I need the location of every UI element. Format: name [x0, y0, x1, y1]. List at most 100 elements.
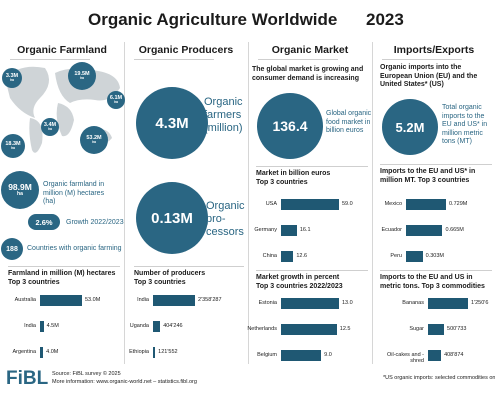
bar-value: 0.729M [449, 201, 468, 207]
title-year: 2023 [366, 10, 404, 29]
bar [40, 321, 44, 332]
column-separator [372, 42, 373, 364]
bar [428, 350, 442, 361]
section-rule [8, 266, 120, 267]
bar-label: Netherlands [247, 326, 277, 332]
circle-value: 6.1M [109, 94, 123, 101]
bar-value: 59.0 [342, 201, 353, 207]
bar [281, 199, 339, 210]
bar-label: China [262, 253, 277, 259]
section-rule [256, 166, 368, 167]
logo: FiBL [6, 368, 49, 389]
stat-text: Growth 2022/2023 [66, 219, 124, 226]
section-title: Market in billion euros [256, 170, 331, 177]
column-heading: Organic Producers [138, 44, 234, 56]
bar-label: Belgium [257, 352, 277, 358]
bar-value: 2'358'287 [198, 297, 222, 303]
big-circle: 136.4 [257, 93, 323, 159]
title: Organic Agriculture Worldwide [88, 10, 338, 29]
bar-label: Oil-cakes and -shred [387, 352, 424, 364]
column-heading: Organic Market [271, 44, 349, 56]
bar-value: 0.665M [445, 227, 464, 233]
bar-label: Estonia [258, 300, 277, 306]
section-title: Number of producers [134, 270, 206, 277]
bar [153, 321, 161, 332]
bar [153, 347, 156, 358]
bar-label: Australia [14, 297, 36, 303]
circle-unit: ha [80, 76, 84, 81]
bar-value: 13.0 [342, 300, 353, 306]
bar-label: Uganda [129, 323, 149, 329]
stat-circle: 188 [1, 238, 23, 260]
circle-unit: ha [48, 127, 52, 132]
bar [153, 295, 195, 306]
section-rule [134, 266, 244, 267]
stat-text: Global organic food market in billion eu… [326, 110, 372, 134]
intro-text: Organic imports into the European Union … [380, 64, 478, 88]
circle-value: 4.3M [155, 114, 189, 132]
column-heading: Organic Farmland [17, 44, 107, 56]
bar [281, 350, 322, 361]
section-rule [380, 270, 492, 271]
stat-circle: 98.9M ha [1, 171, 39, 209]
bar-value: 9.0 [324, 352, 332, 358]
bar-label: Germany [254, 227, 277, 233]
section-subtitle: Top 3 countries 2022/2023 [256, 282, 343, 290]
bar [406, 225, 443, 236]
stat-text: Countries with organic farming [27, 245, 122, 252]
bar-value: 1'250'6 [471, 300, 489, 306]
bar-label: India [24, 323, 36, 329]
circle-value: 3.3M [5, 72, 19, 79]
bar-value: 12.6 [296, 253, 308, 259]
heading-rule [134, 59, 214, 60]
circle-unit: ha [114, 100, 118, 105]
bar-label: Bananas [402, 300, 424, 306]
column-separator [124, 42, 125, 364]
bar [428, 324, 445, 335]
bar-value: 4.5M [46, 323, 59, 329]
section-subtitle: Top 3 countries [256, 178, 308, 186]
bar [428, 298, 468, 309]
bar-value: 408'874 [444, 352, 464, 358]
bar [281, 251, 294, 262]
map-bubble: 3.3M ha [2, 68, 22, 88]
footer-note: *US organic imports: selected commoditie… [383, 375, 495, 381]
map-bubble: 6.1M ha [107, 91, 125, 109]
bar-label: USA [265, 201, 277, 207]
bar [281, 225, 297, 236]
map-bubble: 19.5M ha [68, 62, 96, 90]
heading-rule [10, 59, 90, 60]
circle-unit: ha [10, 78, 14, 83]
section-title: Farmland in million (M) hectares [8, 270, 116, 277]
big-circle: 0.13M [136, 182, 208, 254]
section-rule [256, 270, 368, 271]
stat-text: Total organic imports to the EU and US* … [442, 104, 488, 145]
bar-label: Ecuador [381, 227, 403, 233]
column-heading: Imports/Exports [393, 44, 475, 56]
bar-label: India [137, 297, 149, 303]
bar-value: 121'552 [158, 349, 178, 355]
heading-rule [382, 59, 462, 60]
circle-value: 18.3M [5, 140, 21, 147]
map-bubble: 53.2M ha [80, 126, 108, 154]
footer-text: More information: www.organic-world.net … [52, 379, 197, 385]
bar [406, 199, 446, 210]
bar-value: 16.1 [299, 227, 311, 233]
bar-label: Sugar [409, 326, 424, 332]
section-rule [380, 164, 492, 165]
map-bubble: 18.3M ha [1, 134, 25, 158]
bar [40, 347, 44, 358]
big-text: Organic pro-cessors [206, 200, 245, 238]
section-title: Imports to the EU and US in metric tons.… [380, 274, 485, 290]
big-text: Organic farmers (million) [204, 96, 243, 134]
bar-value: 12.5 [339, 326, 351, 332]
circle-value: 53.2M [86, 134, 102, 141]
bar-label: Peru [390, 253, 402, 259]
circle-unit: ha [17, 190, 23, 197]
section-subtitle: Top 3 countries [8, 278, 60, 286]
big-circle: 4.3M [136, 87, 208, 159]
stat-text: Organic farmland in million (M) hectares… [43, 181, 105, 205]
circle-unit: ha [92, 140, 96, 145]
heading-rule [258, 59, 338, 60]
